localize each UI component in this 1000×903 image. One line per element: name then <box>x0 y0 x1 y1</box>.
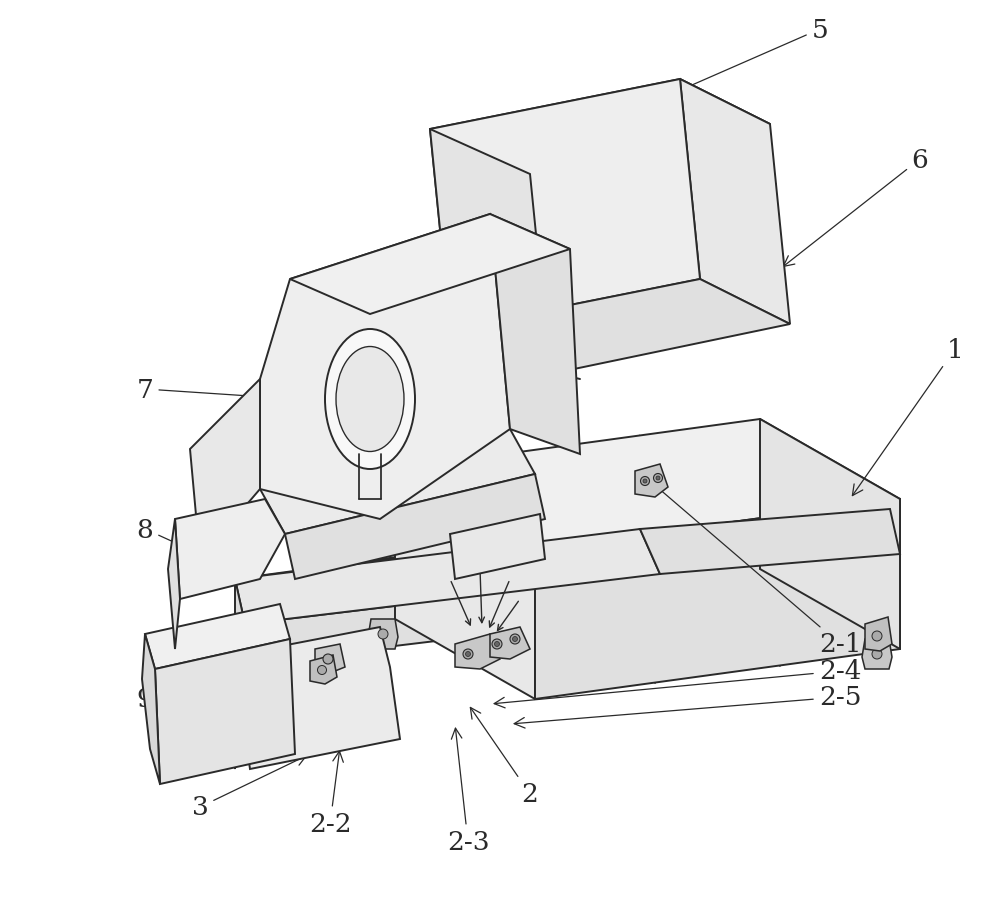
Polygon shape <box>290 215 570 314</box>
Polygon shape <box>490 215 580 454</box>
Polygon shape <box>395 420 900 549</box>
Text: 2: 2 <box>470 708 538 806</box>
Text: 2-1: 2-1 <box>653 484 861 656</box>
Circle shape <box>492 639 502 649</box>
Polygon shape <box>535 499 900 699</box>
Text: 3: 3 <box>192 756 306 820</box>
Text: 1: 1 <box>852 337 963 496</box>
Circle shape <box>512 637 518 642</box>
Polygon shape <box>760 420 900 649</box>
Text: 8: 8 <box>137 517 196 554</box>
Polygon shape <box>260 430 535 535</box>
Polygon shape <box>235 505 890 580</box>
Ellipse shape <box>325 330 415 470</box>
Polygon shape <box>260 215 510 519</box>
Circle shape <box>495 642 500 647</box>
Text: 9: 9 <box>137 687 172 717</box>
Circle shape <box>318 666 327 675</box>
Polygon shape <box>450 515 545 580</box>
Polygon shape <box>490 628 530 659</box>
Circle shape <box>323 655 333 665</box>
Polygon shape <box>315 644 345 674</box>
Polygon shape <box>285 474 545 580</box>
Circle shape <box>643 479 647 483</box>
Circle shape <box>640 477 650 486</box>
Polygon shape <box>450 280 790 375</box>
Polygon shape <box>368 619 398 649</box>
Circle shape <box>463 649 473 659</box>
Polygon shape <box>865 618 892 651</box>
Polygon shape <box>240 628 400 769</box>
Polygon shape <box>680 79 790 325</box>
Polygon shape <box>395 470 535 699</box>
Polygon shape <box>235 529 660 624</box>
Text: 6: 6 <box>783 147 928 267</box>
Polygon shape <box>235 580 245 665</box>
Polygon shape <box>168 519 180 649</box>
Polygon shape <box>230 655 240 769</box>
Polygon shape <box>175 499 285 600</box>
Circle shape <box>466 652 471 656</box>
Polygon shape <box>430 79 700 330</box>
Text: 2-3: 2-3 <box>447 729 489 854</box>
Ellipse shape <box>336 347 404 452</box>
Polygon shape <box>310 656 337 684</box>
Circle shape <box>510 634 520 644</box>
Polygon shape <box>455 634 500 669</box>
Text: 2-2: 2-2 <box>309 751 351 836</box>
Polygon shape <box>635 464 668 498</box>
Text: 7: 7 <box>137 377 291 404</box>
Polygon shape <box>190 379 260 559</box>
Circle shape <box>872 649 882 659</box>
Circle shape <box>872 631 882 641</box>
Polygon shape <box>862 639 892 669</box>
Polygon shape <box>245 554 900 665</box>
Polygon shape <box>142 634 160 784</box>
Polygon shape <box>430 79 770 175</box>
Circle shape <box>654 474 662 483</box>
Polygon shape <box>430 130 550 375</box>
Polygon shape <box>145 604 290 669</box>
Polygon shape <box>155 639 295 784</box>
Circle shape <box>378 629 388 639</box>
Text: 5: 5 <box>664 17 828 98</box>
Circle shape <box>656 477 660 480</box>
Text: 2-4: 2-4 <box>494 659 861 708</box>
Polygon shape <box>640 509 900 574</box>
Text: 2-5: 2-5 <box>514 684 861 728</box>
